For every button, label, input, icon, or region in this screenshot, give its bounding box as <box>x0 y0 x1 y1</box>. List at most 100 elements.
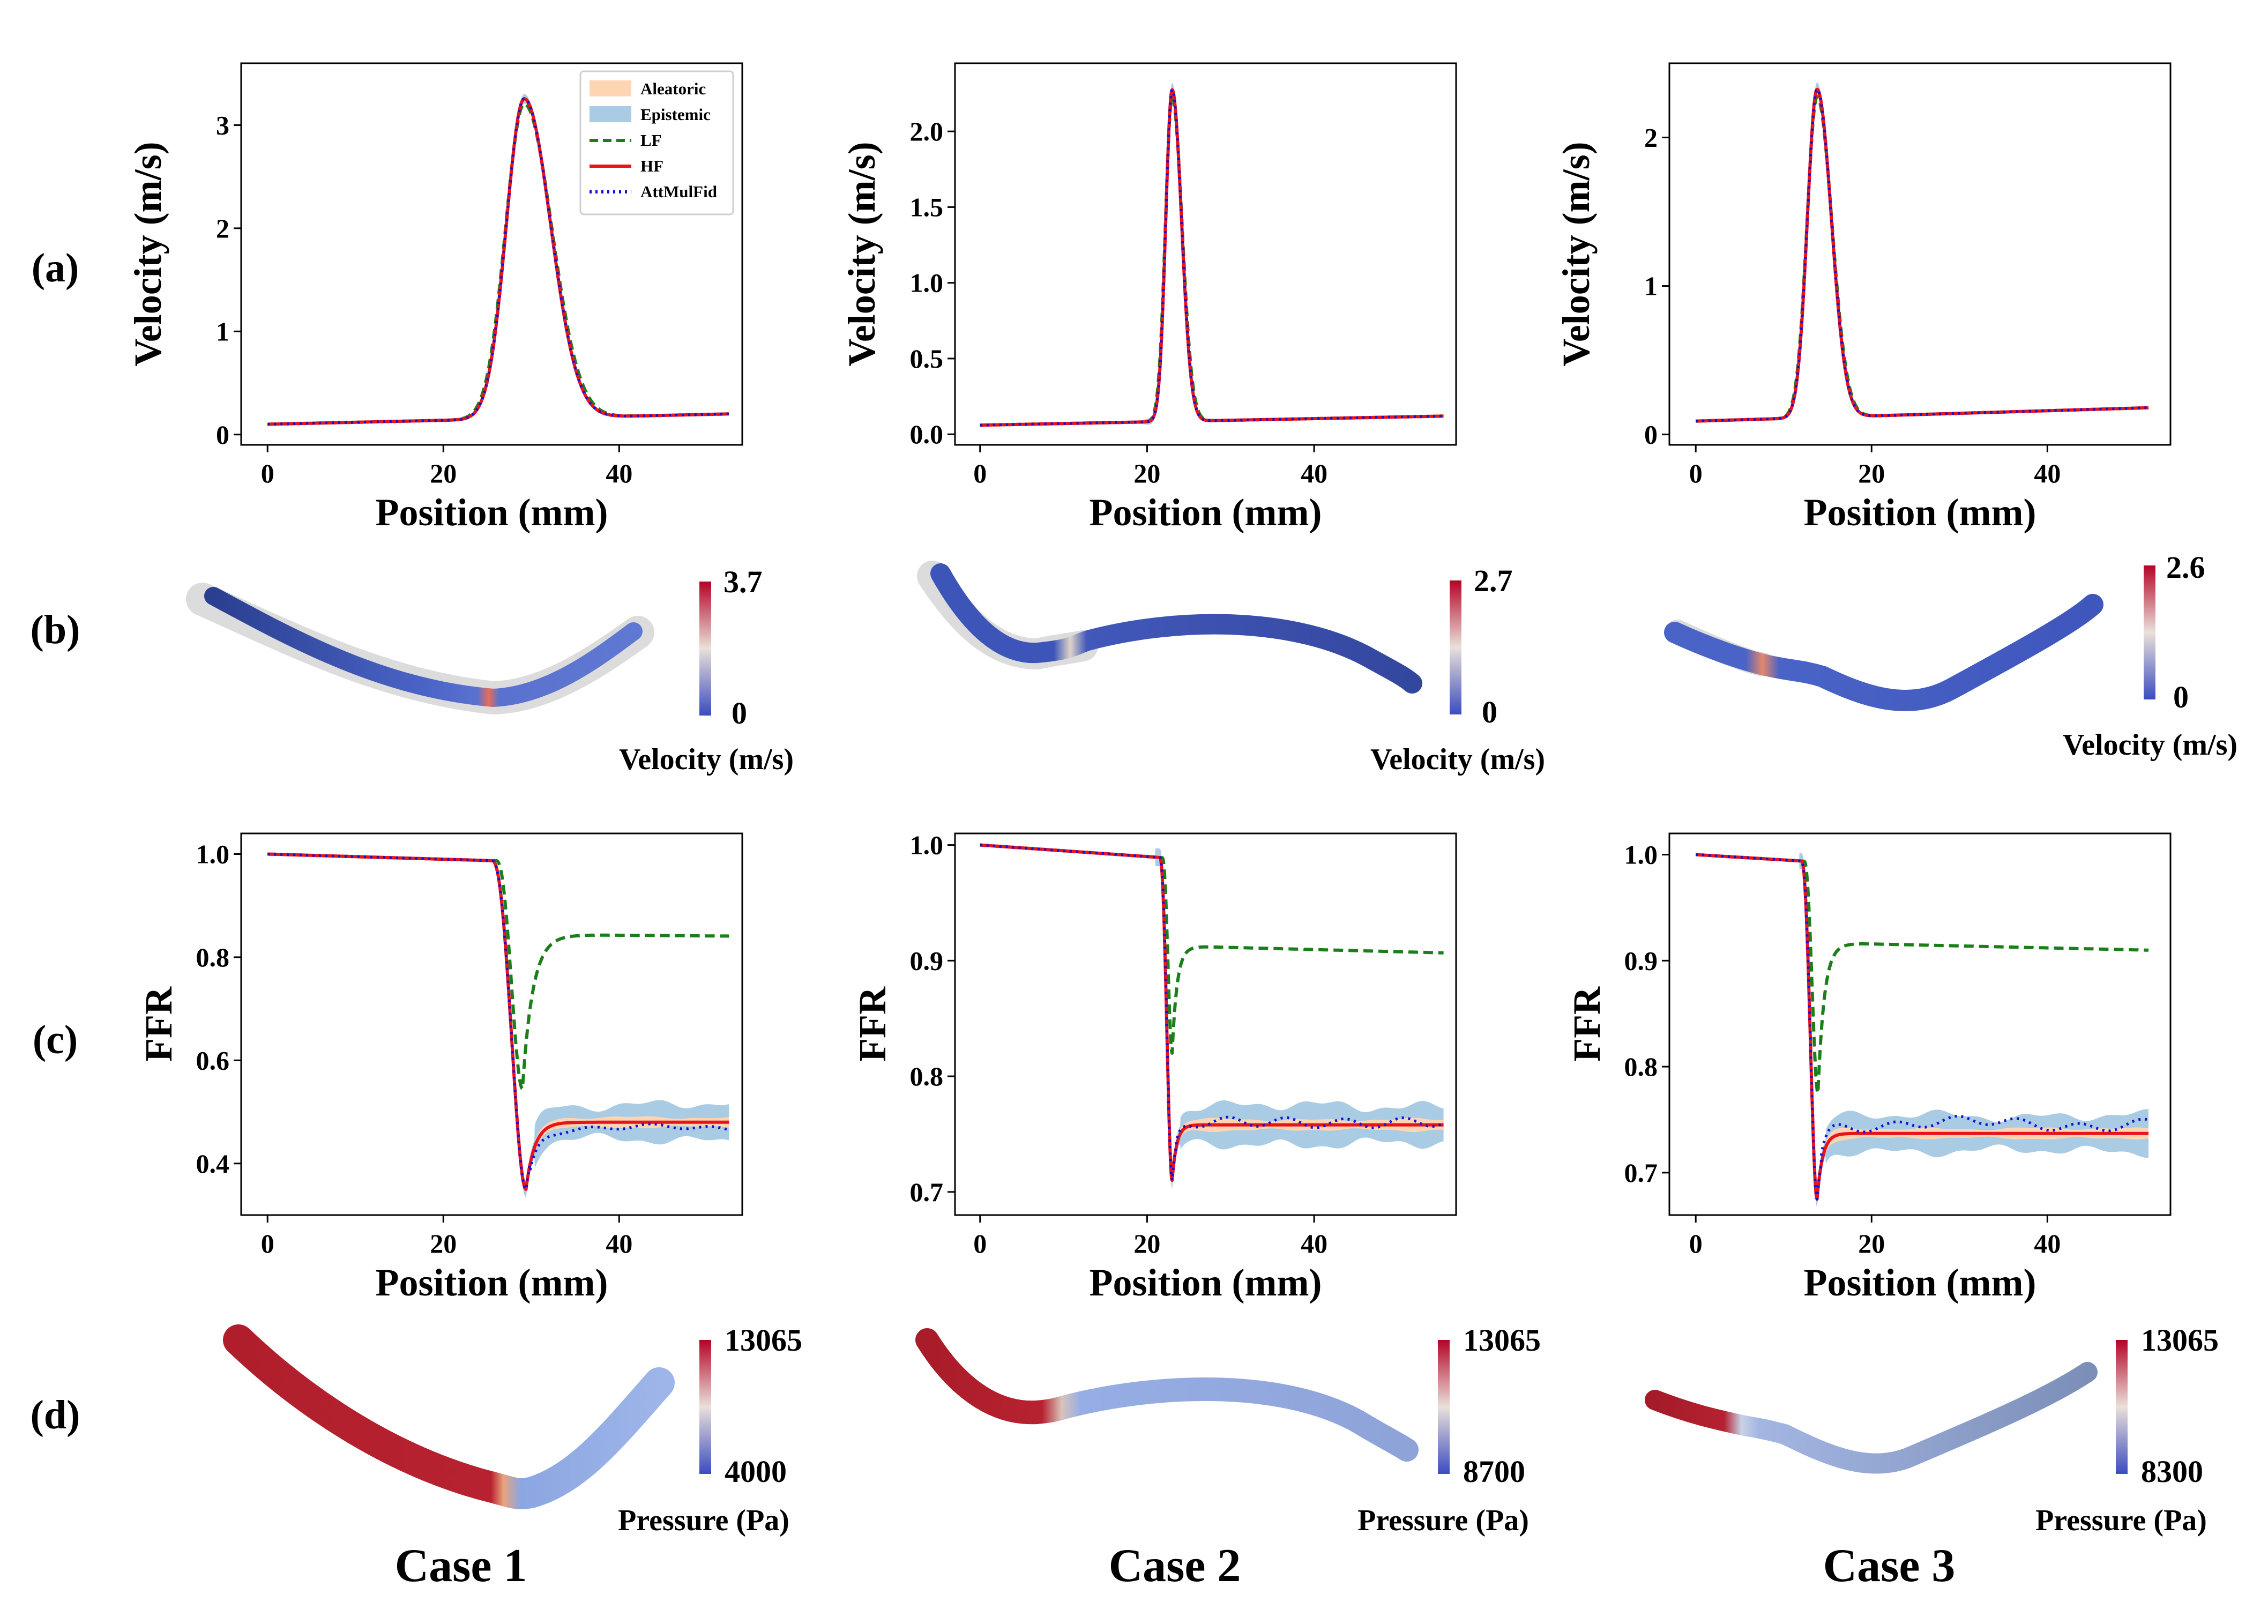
plot-area <box>1695 853 2150 1208</box>
x-tick-label: 40 <box>1301 458 1327 488</box>
vessel-body <box>1645 1362 2098 1474</box>
plot-area <box>266 852 730 1197</box>
plot-area <box>979 83 1445 427</box>
y-axis-label: Velocity (m/s) <box>126 141 169 366</box>
y-tick-label: 0.7 <box>910 1177 944 1207</box>
hf-series-line <box>979 88 1445 427</box>
y-tick-label: 0 <box>216 420 229 450</box>
x-tick-label: 20 <box>430 458 457 488</box>
x-tick-label: 40 <box>2034 1228 2061 1258</box>
y-tick-label: 0 <box>1644 420 1658 450</box>
x-tick-label: 40 <box>2034 458 2061 488</box>
velocity-vessel-case3 <box>1664 594 2103 711</box>
velocity-vessel-case1 <box>186 583 654 715</box>
vessel-body <box>223 1324 675 1509</box>
lf-series-line <box>979 843 1445 1055</box>
colorbar-max: 2.7 <box>1474 563 1513 598</box>
x-tick-label: 20 <box>1133 458 1160 488</box>
colorbar-gradient <box>2116 1340 2128 1474</box>
colorbar-max: 13065 <box>2141 1323 2219 1358</box>
plot-area <box>266 94 730 426</box>
y-tick-label: 0.8 <box>196 942 230 972</box>
y-tick-label: 2 <box>216 213 229 243</box>
attmulfid-series-line <box>979 88 1445 427</box>
x-tick-label: 20 <box>1858 1228 1885 1258</box>
colorbar-min: 8700 <box>1463 1454 1525 1489</box>
plot-frame <box>1668 832 2172 1216</box>
colorbar-label: Pressure (Pa) <box>1357 1504 1529 1537</box>
x-tick-label: 40 <box>606 1228 632 1258</box>
colorbar-max: 2.6 <box>2166 550 2205 585</box>
pressure-colorbar-case2: 13065 8700 Pressure (Pa) <box>1357 1323 1541 1537</box>
velocity-chart-case2: 0 20 40 0.0 0.5 1.0 1.5 2.0 Position (mm) Velocit… <box>840 62 1457 534</box>
lf-series-line <box>1695 853 2150 1095</box>
legend-label-hf: HF <box>640 157 663 175</box>
x-tick-label: 0 <box>1689 458 1703 488</box>
y-tick-label: 0.8 <box>1624 1052 1658 1082</box>
case-label-1: Case 1 <box>395 1540 527 1592</box>
hf-series-line <box>1695 87 2150 423</box>
colorbar-label: Velocity (m/s) <box>1370 743 1545 776</box>
colorbar-label: Velocity (m/s) <box>619 743 794 776</box>
velocity-chart-case1: 0 20 40 0 1 2 3 Position (mm) Velocity (m/s) <box>126 62 743 534</box>
vessel-lumen <box>204 587 643 707</box>
plot-frame <box>240 832 743 1216</box>
y-tick-label: 2.0 <box>910 116 944 146</box>
x-tick-label: 0 <box>1689 1228 1703 1258</box>
x-tick-label: 0 <box>973 1228 987 1258</box>
y-tick-label: 0.9 <box>1624 945 1658 975</box>
epistemic-band <box>1696 83 2148 422</box>
vessel-lumen <box>1664 594 2103 711</box>
legend-label-aleatoric: Aleatoric <box>640 79 706 98</box>
plot-frame <box>1668 62 2172 446</box>
colorbar-min: 0 <box>732 696 747 731</box>
x-axis-label: Position (mm) <box>1804 491 2036 534</box>
pressure-colorbar-case3: 13065 8300 Pressure (Pa) <box>2035 1323 2219 1537</box>
y-tick-label: 0.4 <box>196 1149 230 1179</box>
y-axis-label: FFR <box>137 986 180 1062</box>
colorbar-max: 3.7 <box>723 564 763 599</box>
plot-frame <box>954 832 1457 1216</box>
x-tick-label: 20 <box>430 1228 457 1258</box>
plot-area <box>979 843 1445 1189</box>
vessel-body <box>915 1328 1419 1462</box>
lf-series-line <box>266 852 730 1091</box>
y-tick-label: 0.8 <box>910 1061 944 1091</box>
ffr-chart-case1: 0 20 40 0.4 0.6 0.8 1.0 Position (mm) FFR <box>137 832 743 1304</box>
y-axis-label: FFR <box>1565 986 1608 1062</box>
colorbar-label: Velocity (m/s) <box>2063 728 2237 762</box>
colorbar-max: 13065 <box>725 1323 802 1358</box>
colorbar-min: 0 <box>1482 695 1497 729</box>
legend-label-epistemic: Epistemic <box>640 105 711 124</box>
ffr-chart-case2: 0 20 40 0.7 0.8 0.9 1.0 Position (mm) FFR <box>851 830 1457 1304</box>
y-tick-label: 3 <box>216 110 229 140</box>
colorbar-gradient <box>699 1340 711 1474</box>
pressure-vessel-case2 <box>915 1328 1419 1462</box>
lf-series-line <box>1695 95 2150 423</box>
pressure-vessel-case1 <box>223 1324 675 1509</box>
x-axis-label: Position (mm) <box>1090 491 1322 534</box>
y-tick-label: 1.0 <box>910 830 944 860</box>
pressure-colorbar-case1: 13065 4000 Pressure (Pa) <box>618 1323 802 1537</box>
row-label-c: (c) <box>33 1017 78 1062</box>
plot-frame <box>240 62 743 446</box>
attmulfid-series-line <box>979 844 1445 1182</box>
legend: Aleatoric Epistemic LF HF AttMulFid <box>579 70 734 215</box>
y-tick-label: 1.5 <box>910 192 944 222</box>
row-label-a: (a) <box>32 245 79 290</box>
epistemic-band <box>1696 853 2148 1208</box>
y-tick-label: 0.7 <box>1624 1158 1658 1188</box>
x-tick-label: 0 <box>261 1228 274 1258</box>
y-tick-label: 0.0 <box>910 419 944 449</box>
colorbar-gradient <box>1438 1340 1450 1474</box>
hf-series-line <box>1695 853 2150 1201</box>
legend-label-lf: LF <box>640 131 662 150</box>
x-tick-label: 0 <box>261 458 274 488</box>
y-tick-label: 1 <box>1644 271 1658 301</box>
lf-series-line <box>979 95 1445 427</box>
y-tick-label: 0.9 <box>910 945 944 975</box>
colorbar-gradient <box>2144 565 2155 699</box>
y-axis-label: Velocity (m/s) <box>1555 141 1598 366</box>
plot-area <box>1695 83 2150 423</box>
